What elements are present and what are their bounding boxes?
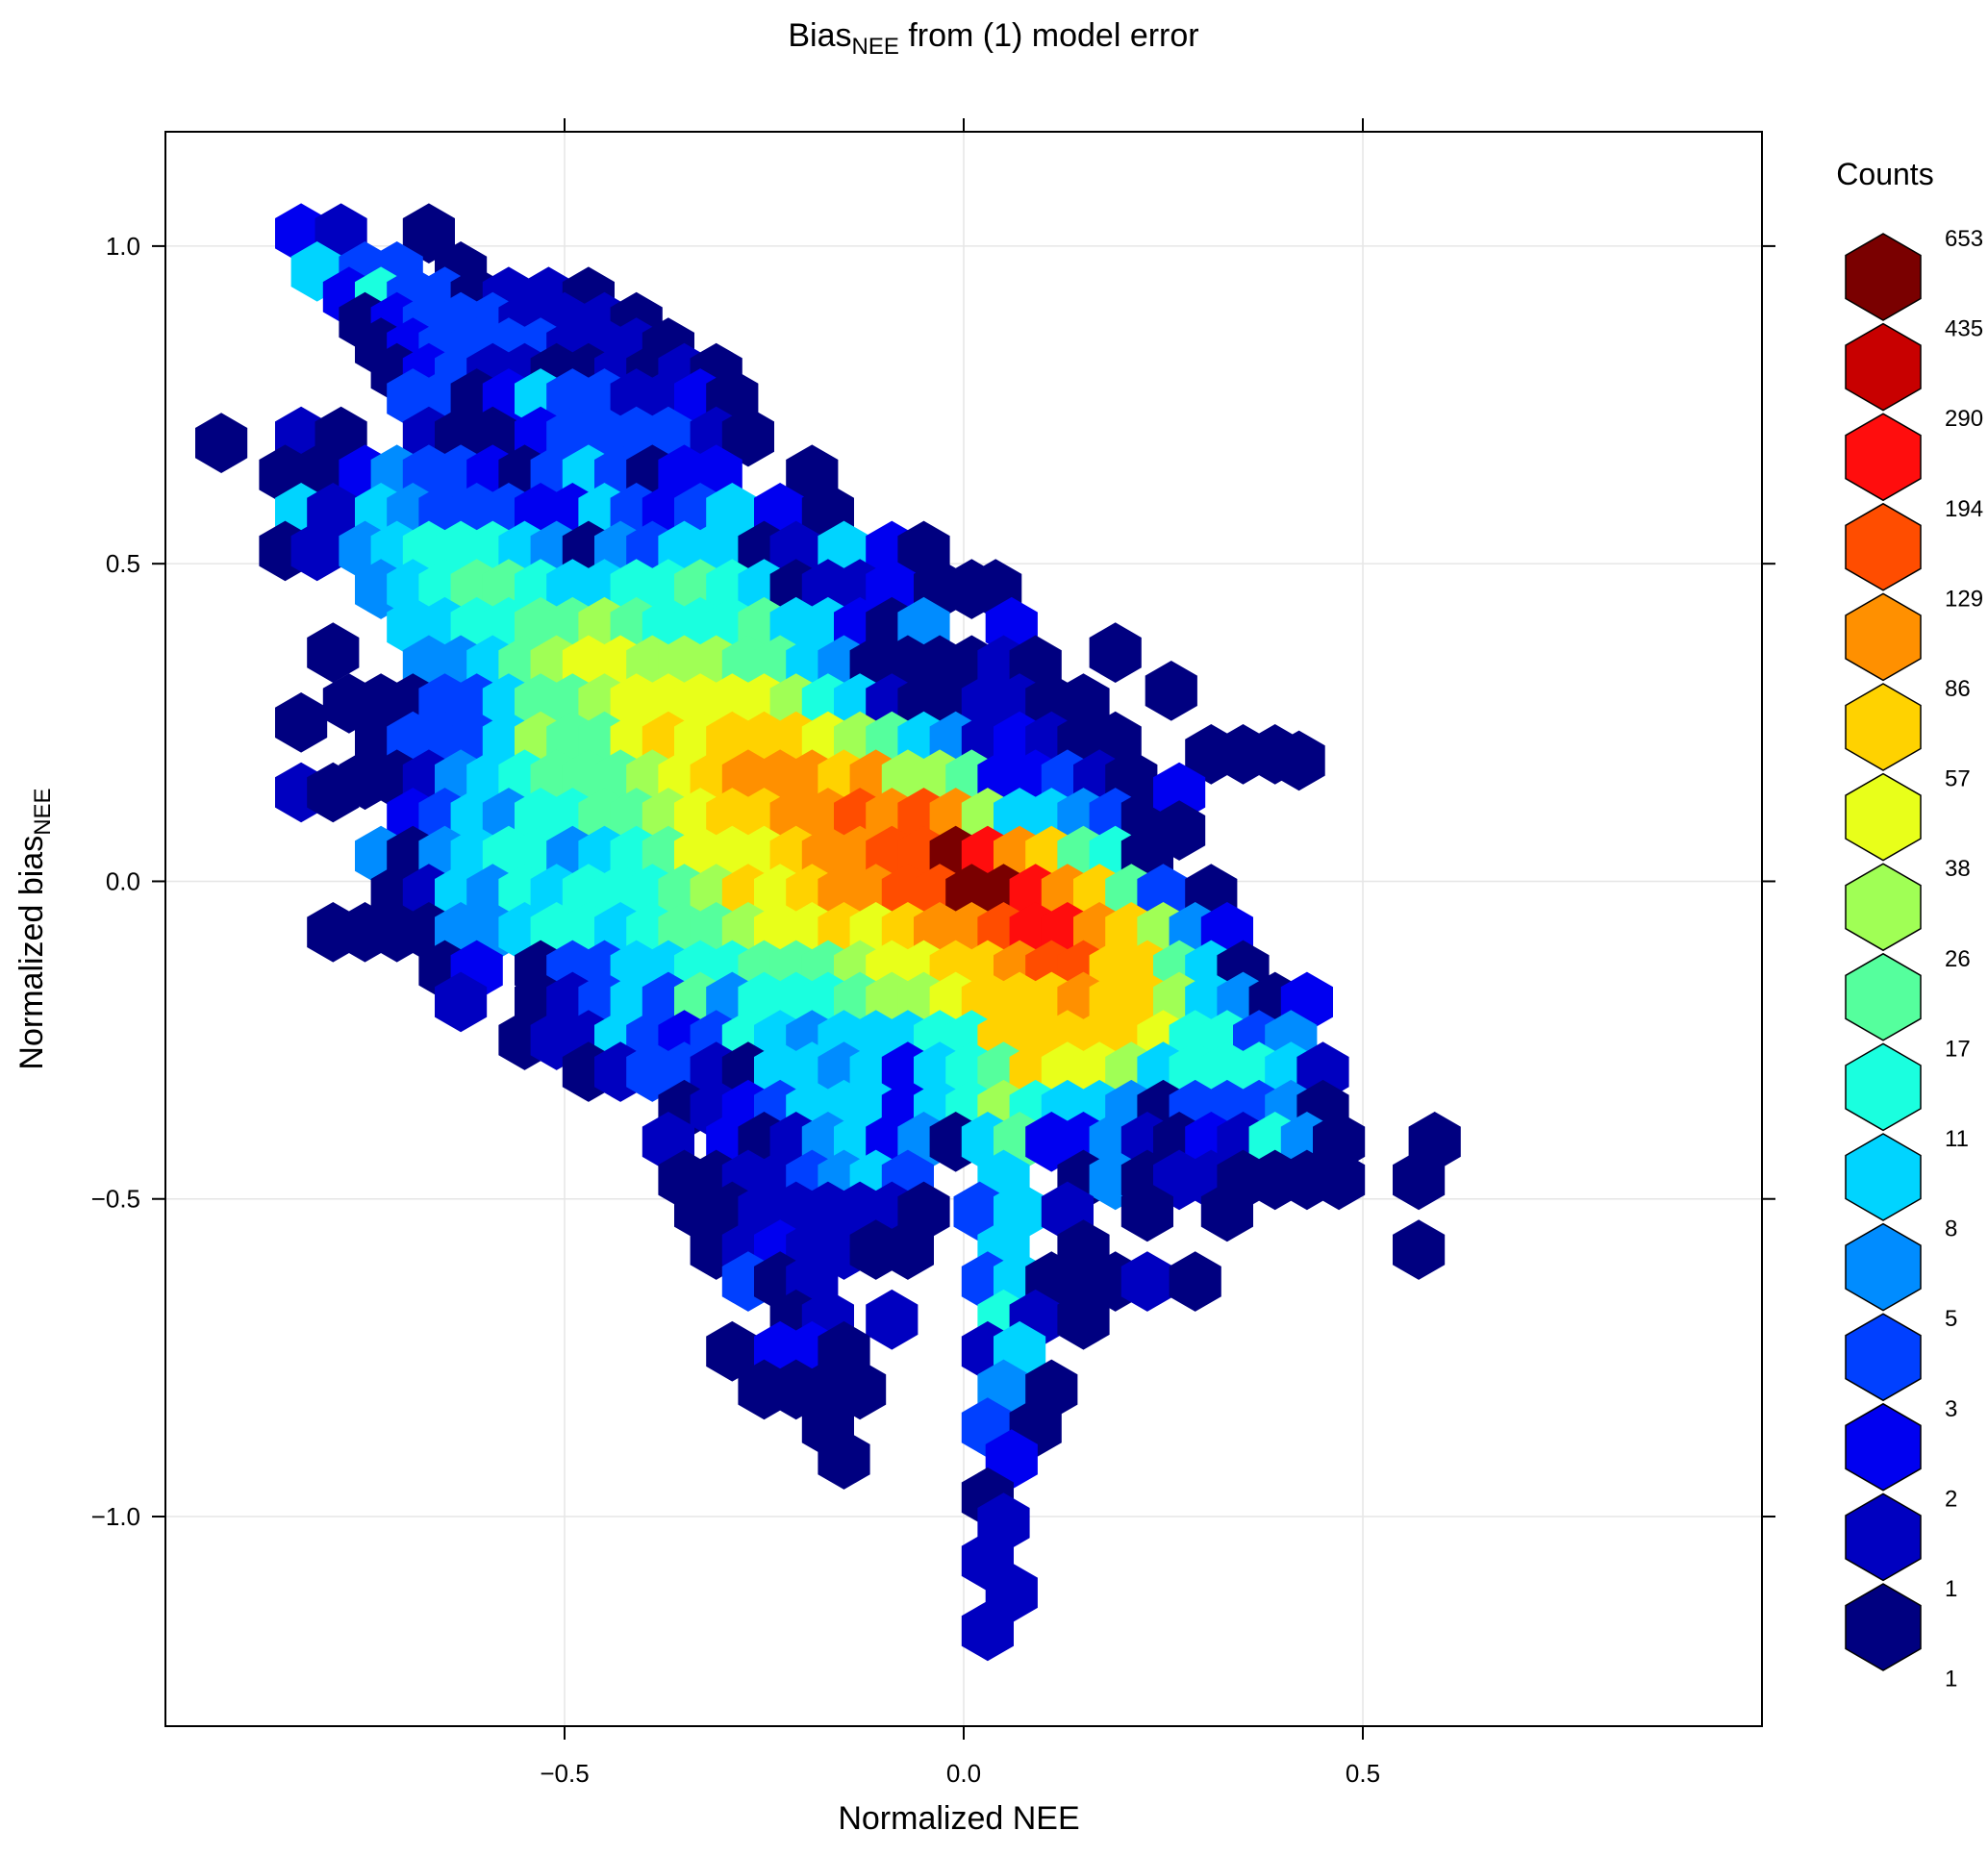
hex-bin-559 xyxy=(1120,1251,1173,1312)
y-tick-label-2: 0.0 xyxy=(106,866,140,895)
y-tick-label-0: 1.0 xyxy=(106,232,140,261)
legend-label-14: 2 xyxy=(1945,1486,1957,1512)
legend-swatch-6 xyxy=(1845,772,1922,862)
hex-bin-202 xyxy=(1057,673,1110,734)
legend-label-10: 11 xyxy=(1945,1126,1969,1152)
hex-bin-539 xyxy=(1120,1181,1173,1242)
legend-title: Counts xyxy=(1836,157,1933,191)
legend-swatch-3 xyxy=(1845,502,1922,591)
hex-bin-204 xyxy=(275,692,328,753)
legend-label-13: 3 xyxy=(1945,1396,1957,1422)
legend-swatch-10 xyxy=(1845,1133,1922,1221)
chart-title-subscript: NEE xyxy=(852,34,899,60)
x-tick-label-2: 0.5 xyxy=(1346,1759,1380,1788)
hex-bin-391 xyxy=(435,971,488,1033)
legend-label-15: 1 xyxy=(1945,1576,1957,1602)
legend-swatch-4 xyxy=(1845,592,1922,682)
hexbin-cells xyxy=(195,203,1461,1662)
hex-bin-2 xyxy=(402,203,455,263)
hex-bin-560 xyxy=(1169,1251,1221,1312)
legend-swatch-9 xyxy=(1845,1042,1922,1132)
legend-swatch-14 xyxy=(1845,1492,1922,1582)
legend-label-6: 57 xyxy=(1945,766,1971,792)
hex-bin-257 xyxy=(1272,730,1325,791)
hex-bin-157 xyxy=(307,622,360,683)
hex-bin-135 xyxy=(866,559,919,619)
y-axis-label-subscript: NEE xyxy=(30,788,56,835)
hex-bin-507 xyxy=(1313,1112,1366,1172)
hex-bin-563 xyxy=(866,1289,919,1350)
legend-label-4: 129 xyxy=(1945,586,1983,612)
legend-swatch-12 xyxy=(1845,1313,1922,1402)
hex-bin-566 xyxy=(1057,1289,1110,1350)
legend-swatch-15 xyxy=(1845,1583,1922,1671)
legend-label-5: 86 xyxy=(1945,676,1971,702)
hex-bin-115 xyxy=(769,520,822,582)
legend-label-9: 17 xyxy=(1945,1036,1971,1062)
x-tick-label-0: −0.5 xyxy=(540,1759,589,1788)
y-tick-label-4: −1.0 xyxy=(91,1502,140,1531)
hex-bin-465 xyxy=(1296,1041,1349,1102)
hex-bin-284 xyxy=(1153,762,1206,823)
legend-label-2: 290 xyxy=(1945,406,1983,432)
legend-label-0: 653 xyxy=(1945,226,1983,252)
hex-bin-540 xyxy=(1200,1181,1253,1242)
legend-swatch-2 xyxy=(1845,413,1922,502)
x-axis-label: Normalized NEE xyxy=(838,1800,1079,1837)
hex-bin-527 xyxy=(1393,1149,1446,1211)
legend-label-11: 8 xyxy=(1945,1216,1957,1242)
axes: −0.5 0.0 0.5 1.0 0.5 0.0 −0.5 −1.0 xyxy=(91,118,1775,1788)
legend-label-12: 5 xyxy=(1945,1306,1957,1332)
hex-bin-588 xyxy=(961,1600,1014,1662)
x-tick-label-1: 0.0 xyxy=(946,1759,981,1788)
hex-bin-550 xyxy=(1393,1219,1446,1280)
legend-label-1: 435 xyxy=(1945,316,1983,342)
hex-bin-101 xyxy=(290,520,343,582)
hex-bin-203 xyxy=(1145,661,1197,721)
legend-swatch-1 xyxy=(1845,322,1922,412)
y-axis-label: Normalized biasNEE xyxy=(13,788,56,1069)
y-tick-label-3: −0.5 xyxy=(91,1185,140,1214)
legend-swatch-5 xyxy=(1845,683,1922,771)
legend-swatch-11 xyxy=(1845,1222,1922,1312)
chart-title-main: Bias xyxy=(788,17,851,54)
chart-title: BiasNEE from (1) model error xyxy=(788,17,1198,60)
hex-bin-259 xyxy=(307,762,360,823)
hex-bin-178 xyxy=(1089,622,1142,683)
y-tick-label-1: 0.5 xyxy=(106,549,140,578)
hex-bin-576 xyxy=(834,1359,887,1420)
y-axis-label-main: Normalized bias xyxy=(13,836,50,1070)
legend-swatch-7 xyxy=(1845,863,1922,952)
hex-bin-56 xyxy=(195,413,248,473)
hex-bin-61 xyxy=(466,406,519,467)
hex-bin-526 xyxy=(1313,1149,1366,1211)
legend-label-16: 1 xyxy=(1945,1667,1957,1693)
hex-bin-335 xyxy=(1137,864,1190,924)
hex-bin-567 xyxy=(706,1320,759,1382)
legend-swatch-0 xyxy=(1845,233,1922,321)
legend-label-8: 26 xyxy=(1945,946,1971,972)
hex-bin-310 xyxy=(1153,800,1206,861)
legend-swatch-8 xyxy=(1845,952,1922,1041)
hex-bin-68 xyxy=(721,406,774,467)
legend-label-7: 38 xyxy=(1945,856,1971,882)
hex-bin-582 xyxy=(818,1429,870,1490)
legend-label-3: 194 xyxy=(1945,496,1983,522)
chart-title-suffix: from (1) model error xyxy=(899,17,1199,54)
legend-swatch-13 xyxy=(1845,1402,1922,1492)
hex-bin-547 xyxy=(881,1219,934,1280)
